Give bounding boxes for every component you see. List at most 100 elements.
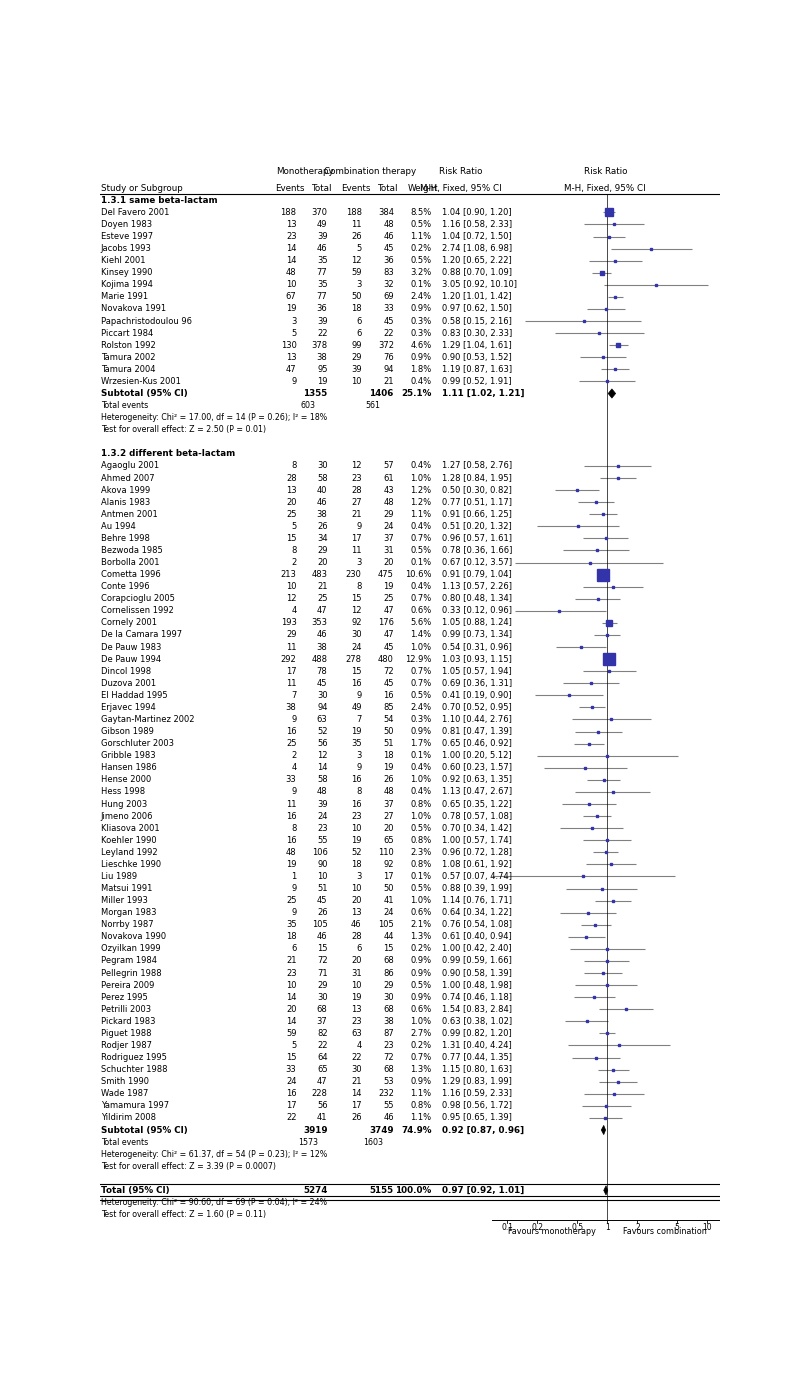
Text: 65: 65 [317, 1066, 327, 1074]
Text: 47: 47 [317, 606, 327, 615]
Text: 13: 13 [351, 908, 362, 917]
Text: 23: 23 [286, 232, 297, 241]
Text: 10: 10 [317, 872, 327, 881]
Text: Subtotal (95% CI): Subtotal (95% CI) [101, 389, 187, 398]
Text: 45: 45 [317, 896, 327, 906]
Text: Au 1994: Au 1994 [101, 522, 135, 531]
Text: 14: 14 [286, 243, 297, 253]
Text: 8: 8 [356, 787, 362, 797]
Text: 1.04 [0.90, 1.20]: 1.04 [0.90, 1.20] [442, 207, 512, 217]
Text: 48: 48 [383, 787, 394, 797]
Text: 46: 46 [317, 498, 327, 506]
Text: 10: 10 [351, 885, 362, 893]
Text: 17: 17 [286, 1102, 297, 1110]
Text: 76: 76 [383, 353, 394, 362]
Text: 3: 3 [356, 558, 362, 568]
Text: 41: 41 [317, 1113, 327, 1123]
Text: 26: 26 [351, 232, 362, 241]
Text: 0.7%: 0.7% [410, 679, 432, 687]
Text: 32: 32 [383, 281, 394, 289]
Text: Akova 1999: Akova 1999 [101, 485, 150, 495]
Text: 1.0%: 1.0% [410, 1017, 432, 1025]
Text: 30: 30 [317, 691, 327, 700]
Text: Events: Events [341, 184, 370, 193]
Text: 39: 39 [317, 317, 327, 325]
Text: 8.5%: 8.5% [410, 207, 432, 217]
Text: 1.16 [0.59, 2.33]: 1.16 [0.59, 2.33] [442, 1089, 512, 1099]
Text: 35: 35 [317, 281, 327, 289]
Text: Rodjer 1987: Rodjer 1987 [101, 1040, 152, 1050]
Text: 16: 16 [351, 679, 362, 687]
Text: 1406: 1406 [370, 389, 394, 398]
Text: 370: 370 [311, 207, 327, 217]
Text: 1.3.1 same beta-lactam: 1.3.1 same beta-lactam [101, 196, 218, 204]
Text: 38: 38 [383, 1017, 394, 1025]
Text: 24: 24 [351, 643, 362, 651]
Text: 9: 9 [291, 885, 297, 893]
Text: Bezwoda 1985: Bezwoda 1985 [101, 545, 162, 555]
Text: 475: 475 [378, 570, 394, 579]
Text: Jacobs 1993: Jacobs 1993 [101, 243, 151, 253]
Text: 1.0%: 1.0% [410, 473, 432, 483]
Text: 1.0%: 1.0% [410, 643, 432, 651]
Text: 20: 20 [383, 558, 394, 568]
Text: 45: 45 [317, 679, 327, 687]
Text: 65: 65 [383, 836, 394, 844]
Text: 45: 45 [383, 679, 394, 687]
Text: Ozyilkan 1999: Ozyilkan 1999 [101, 944, 160, 953]
Text: 10: 10 [351, 981, 362, 989]
Text: 37: 37 [383, 800, 394, 808]
Text: 47: 47 [383, 630, 394, 640]
Text: Test for overall effect: Z = 2.50 (P = 0.01): Test for overall effect: Z = 2.50 (P = 0… [101, 426, 266, 434]
Text: 92: 92 [383, 860, 394, 869]
Text: 14: 14 [351, 1089, 362, 1099]
Text: 0.5%: 0.5% [410, 220, 432, 230]
Text: 5: 5 [356, 243, 362, 253]
Text: Risk Ratio: Risk Ratio [583, 167, 627, 175]
Text: 1.2%: 1.2% [410, 485, 432, 495]
Text: Combination therapy: Combination therapy [324, 167, 416, 175]
Polygon shape [604, 1185, 608, 1195]
Text: Morgan 1983: Morgan 1983 [101, 908, 156, 917]
Text: 99: 99 [351, 341, 362, 349]
Text: 10: 10 [286, 281, 297, 289]
Text: Rolston 1992: Rolston 1992 [101, 341, 155, 349]
Text: 47: 47 [383, 606, 394, 615]
Text: 0.3%: 0.3% [410, 328, 432, 338]
Text: 0.96 [0.72, 1.28]: 0.96 [0.72, 1.28] [442, 847, 512, 857]
Text: 0.8%: 0.8% [410, 860, 432, 869]
Text: 31: 31 [351, 968, 362, 978]
Text: 40: 40 [317, 485, 327, 495]
Text: 16: 16 [383, 691, 394, 700]
Text: 0.77 [0.44, 1.35]: 0.77 [0.44, 1.35] [442, 1053, 512, 1063]
Text: 1.13 [0.47, 2.67]: 1.13 [0.47, 2.67] [442, 787, 512, 797]
Text: 1.13 [0.57, 2.26]: 1.13 [0.57, 2.26] [442, 583, 512, 591]
Text: 0.83 [0.30, 2.33]: 0.83 [0.30, 2.33] [442, 328, 513, 338]
Text: 23: 23 [317, 823, 327, 833]
Text: 0.4%: 0.4% [410, 462, 432, 470]
Text: Gaytan-Martinez 2002: Gaytan-Martinez 2002 [101, 715, 194, 723]
Text: 2: 2 [635, 1223, 640, 1232]
Text: 130: 130 [281, 341, 297, 349]
Text: 0.99 [0.82, 1.20]: 0.99 [0.82, 1.20] [442, 1029, 512, 1038]
Text: Rodriguez 1995: Rodriguez 1995 [101, 1053, 166, 1063]
Text: 82: 82 [317, 1029, 327, 1038]
Text: 53: 53 [383, 1077, 394, 1086]
Text: 14: 14 [286, 993, 297, 1002]
Text: 94: 94 [317, 702, 327, 712]
Text: 50: 50 [351, 292, 362, 302]
Text: 67: 67 [286, 292, 297, 302]
Text: 2: 2 [291, 751, 297, 761]
Text: 1.00 [0.48, 1.98]: 1.00 [0.48, 1.98] [442, 981, 512, 989]
Text: 63: 63 [351, 1029, 362, 1038]
Text: 29: 29 [317, 545, 327, 555]
Text: 5274: 5274 [303, 1187, 327, 1195]
Text: Test for overall effect: Z = 1.60 (P = 0.11): Test for overall effect: Z = 1.60 (P = 0… [101, 1210, 266, 1219]
Text: Kojima 1994: Kojima 1994 [101, 281, 153, 289]
Text: 26: 26 [317, 908, 327, 917]
Text: Jimeno 2006: Jimeno 2006 [101, 811, 153, 821]
Text: 13: 13 [351, 1004, 362, 1014]
Text: 24: 24 [317, 811, 327, 821]
Text: 92: 92 [351, 619, 362, 627]
Text: 2.74 [1.08, 6.98]: 2.74 [1.08, 6.98] [442, 243, 512, 253]
